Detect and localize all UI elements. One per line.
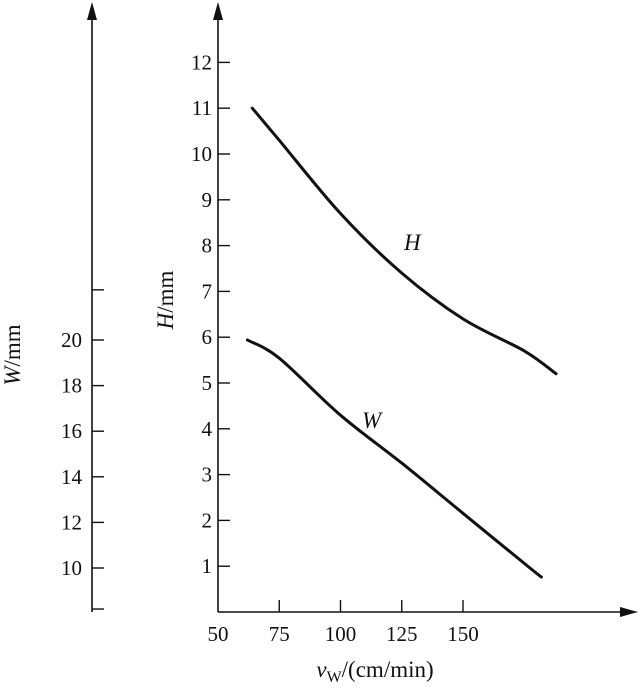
w-tick-label: 10 <box>61 556 82 580</box>
h-tick-label: 6 <box>202 325 213 349</box>
h-tick-label: 3 <box>202 463 213 487</box>
w-axis-title: W/mm <box>0 324 25 385</box>
x-tick-label: 150 <box>447 622 479 646</box>
x-tick-label: 50 <box>208 622 229 646</box>
x-axis-title-sub: W <box>327 669 343 686</box>
x-tick-label: 100 <box>325 622 357 646</box>
x-axis-title: vW/(cm/min) <box>316 657 433 686</box>
x-tick-label: 75 <box>269 622 290 646</box>
series-w-curve <box>245 338 543 579</box>
h-axis-title-var: H <box>153 311 178 330</box>
series-h-label: H <box>403 230 422 255</box>
h-tick-label: 11 <box>192 96 212 120</box>
h-tick-label: 7 <box>202 279 213 303</box>
x-tick-label: 125 <box>386 622 418 646</box>
w-axis-ticks: 10 12 14 16 18 20 <box>61 289 104 610</box>
curves <box>245 106 558 579</box>
w-axis-arrow-icon <box>87 2 97 20</box>
w-axis-title-unit: /mm <box>0 324 25 366</box>
series-h-curve <box>250 106 558 376</box>
x-axis-title-var: v <box>316 657 327 682</box>
series-w-label: W <box>362 408 383 433</box>
h-axis-arrow-icon <box>213 2 223 20</box>
x-axis-ticks: 50 75 100 125 150 <box>208 600 479 646</box>
h-tick-label: 1 <box>202 554 213 578</box>
h-axis-title-unit: /mm <box>153 270 178 312</box>
h-tick-label: 8 <box>202 234 213 258</box>
w-tick-label: 20 <box>61 328 82 352</box>
h-tick-label: 2 <box>202 508 213 532</box>
w-axis-title-var: W <box>0 365 25 386</box>
h-tick-label: 10 <box>191 142 212 166</box>
x-axis-title-unit: /(cm/min) <box>342 657 434 682</box>
h-tick-label: 4 <box>202 417 213 441</box>
h-tick-label: 12 <box>191 50 212 74</box>
x-axis-arrow-icon <box>620 607 638 617</box>
w-tick-label: 16 <box>61 419 82 443</box>
w-tick-label: 14 <box>61 465 83 489</box>
h-tick-label: 5 <box>202 371 213 395</box>
w-tick-label: 12 <box>61 510 82 534</box>
h-axis-title: H/mm <box>153 270 178 330</box>
w-tick-label: 18 <box>61 374 82 398</box>
h-tick-label: 9 <box>202 188 213 212</box>
